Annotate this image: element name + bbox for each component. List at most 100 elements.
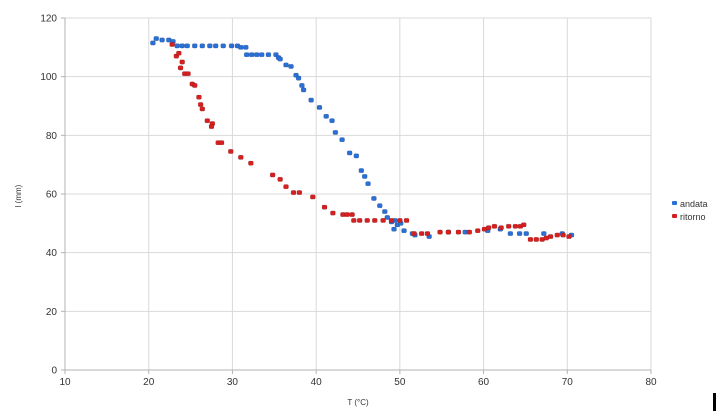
data-point	[349, 212, 355, 217]
data-point	[516, 231, 523, 236]
data-point	[243, 52, 250, 58]
data-point	[218, 140, 225, 146]
legend-marker-andata	[672, 201, 677, 205]
series-andata	[150, 36, 575, 239]
data-point	[445, 229, 452, 235]
data-point	[153, 36, 159, 41]
x-tick-label: 70	[562, 377, 574, 388]
data-point	[208, 124, 215, 129]
legend-item-andata: andata	[672, 199, 708, 209]
x-tick-label: 60	[478, 377, 490, 388]
data-point	[308, 97, 314, 103]
data-point	[533, 237, 540, 242]
x-tick-label: 20	[143, 377, 155, 388]
data-point	[199, 43, 205, 49]
data-point	[321, 204, 328, 210]
data-point	[238, 44, 244, 50]
y-axis-title: l (mm)	[14, 184, 23, 207]
data-point	[283, 62, 289, 68]
data-point	[159, 37, 165, 43]
data-point	[418, 231, 425, 236]
data-point	[310, 194, 316, 200]
data-point	[228, 149, 234, 154]
data-point	[382, 209, 388, 214]
data-point	[356, 217, 363, 223]
data-point	[277, 176, 283, 182]
data-point	[377, 203, 383, 209]
data-point	[353, 153, 360, 159]
data-point	[299, 83, 305, 88]
data-point	[498, 225, 504, 231]
y-tick-label: 40	[46, 248, 58, 259]
y-tick-label: 20	[46, 307, 58, 318]
data-point	[380, 217, 386, 223]
axes	[61, 17, 652, 374]
data-point	[323, 113, 329, 119]
grid-lines	[64, 17, 652, 371]
data-point	[437, 229, 443, 235]
data-point	[150, 40, 156, 46]
data-point	[485, 225, 492, 231]
data-point	[339, 137, 345, 143]
data-point	[388, 217, 395, 223]
data-point	[411, 231, 417, 236]
legend: andata ritorno	[672, 199, 708, 222]
x-tick-label: 40	[311, 377, 323, 388]
data-point	[176, 50, 182, 56]
data-point	[174, 43, 180, 49]
data-point	[196, 94, 202, 100]
data-point	[505, 223, 512, 229]
data-points	[150, 36, 575, 242]
data-point	[554, 232, 560, 238]
data-point	[283, 184, 289, 190]
legend-label-andata: andata	[680, 199, 708, 209]
legend-item-ritorno: ritorno	[672, 212, 706, 222]
y-tick-label: 120	[40, 14, 57, 25]
data-point	[527, 237, 534, 242]
data-point	[197, 102, 204, 107]
data-point	[332, 129, 339, 135]
data-point	[199, 106, 205, 112]
data-point	[269, 172, 276, 178]
data-point	[475, 228, 481, 234]
data-point	[169, 42, 175, 47]
data-point	[523, 231, 529, 236]
data-point	[179, 43, 185, 49]
data-point	[361, 173, 368, 179]
data-point	[212, 43, 219, 49]
y-tick-label: 100	[40, 72, 57, 83]
data-point	[290, 190, 297, 195]
data-point	[207, 43, 213, 49]
data-point	[192, 43, 198, 49]
data-point	[541, 231, 547, 236]
data-point	[521, 222, 527, 228]
data-point	[346, 150, 353, 156]
data-point	[364, 217, 370, 223]
data-point	[259, 52, 265, 58]
y-axis-ticks: 0 20 40 60 80 100 120	[40, 14, 57, 377]
data-point	[265, 52, 272, 58]
legend-label-ritorno: ritorno	[680, 212, 706, 222]
data-point	[466, 229, 473, 235]
data-point	[179, 59, 185, 65]
series-ritorno	[169, 42, 572, 242]
data-point	[248, 52, 255, 58]
x-tick-label: 10	[59, 377, 71, 388]
data-point	[238, 154, 244, 160]
data-point	[248, 160, 254, 166]
data-point	[204, 118, 211, 124]
data-point	[254, 52, 260, 58]
data-point	[177, 65, 184, 71]
x-tick-label: 80	[645, 377, 657, 388]
y-tick-label: 80	[46, 131, 58, 142]
data-point	[300, 87, 307, 93]
data-point	[329, 118, 335, 124]
data-point	[491, 223, 498, 229]
data-point	[391, 226, 397, 232]
y-tick-label: 0	[51, 366, 57, 377]
data-point	[351, 217, 357, 223]
data-point	[455, 229, 462, 235]
data-point	[403, 217, 410, 223]
data-point	[277, 56, 283, 62]
